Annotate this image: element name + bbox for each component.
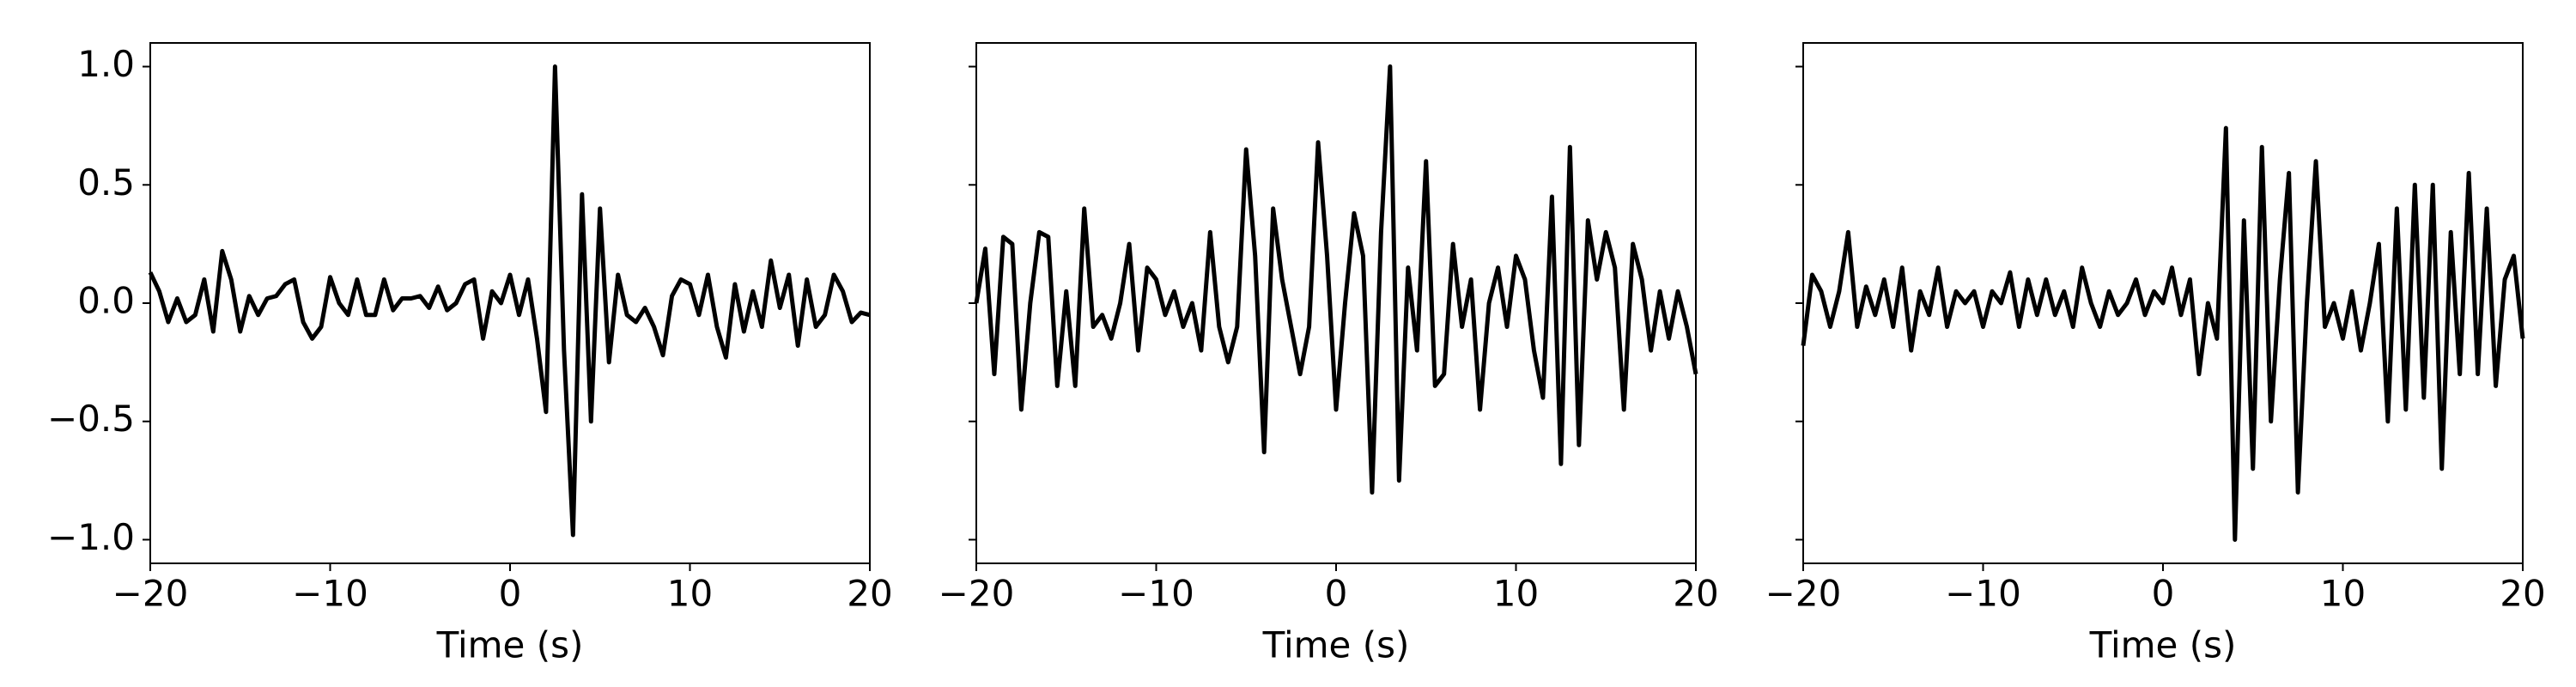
axes-frame bbox=[149, 42, 871, 564]
x-tick-label: 10 bbox=[2320, 573, 2366, 615]
y-tick-label: −0.5 bbox=[47, 398, 135, 440]
y-tick-label: 0.0 bbox=[77, 280, 135, 322]
x-tick-label: 0 bbox=[499, 573, 522, 615]
x-tick-label: 20 bbox=[847, 573, 892, 615]
x-tick-label: 0 bbox=[1325, 573, 1348, 615]
x-tick-label: 10 bbox=[1493, 573, 1539, 615]
signal-line bbox=[148, 64, 871, 538]
x-tick-label: −10 bbox=[1945, 573, 2021, 615]
x-tick-label: −20 bbox=[939, 573, 1015, 615]
signal-line bbox=[1801, 125, 2525, 542]
x-tick-label: −10 bbox=[292, 573, 368, 615]
x-axis-label: Time (s) bbox=[436, 624, 584, 666]
y-tick-label: 0.5 bbox=[77, 161, 135, 204]
axes-frame bbox=[975, 42, 1697, 564]
axes-frame bbox=[1802, 42, 2524, 564]
x-tick-label: 10 bbox=[667, 573, 713, 615]
x-tick-label: 20 bbox=[1673, 573, 1718, 615]
x-axis-label: Time (s) bbox=[1262, 624, 1410, 666]
x-axis-label: Time (s) bbox=[2089, 624, 2237, 666]
y-tick-label: −1.0 bbox=[47, 516, 135, 558]
x-tick-label: −20 bbox=[1765, 573, 1842, 615]
signal-line bbox=[974, 64, 1698, 495]
x-tick-label: −20 bbox=[112, 573, 189, 615]
x-tick-label: 0 bbox=[2152, 573, 2175, 615]
x-tick-label: −10 bbox=[1118, 573, 1194, 615]
x-tick-label: 20 bbox=[2500, 573, 2545, 615]
y-tick-label: 1.0 bbox=[77, 43, 135, 85]
